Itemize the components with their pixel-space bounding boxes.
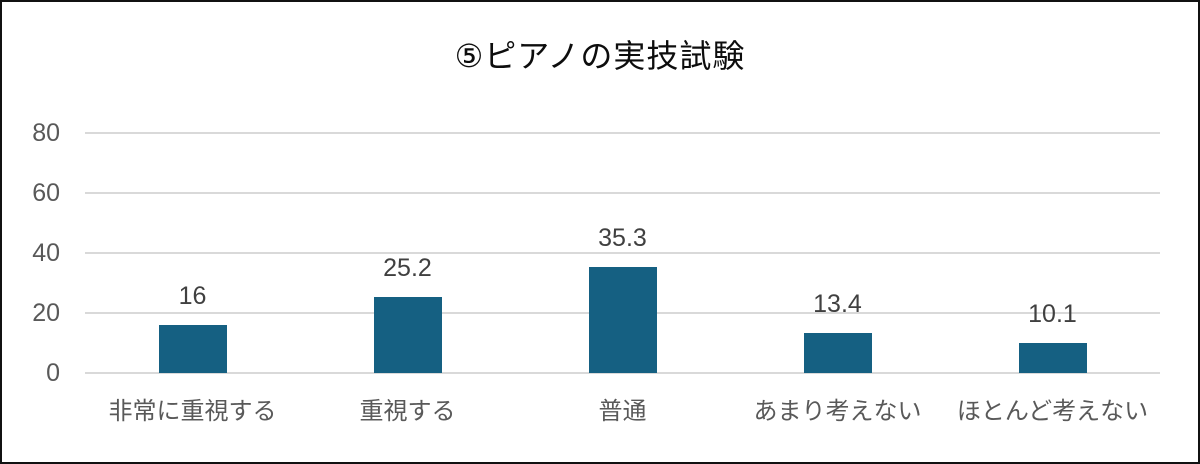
gridline bbox=[85, 192, 1160, 194]
y-axis-tick-label: 40 bbox=[32, 239, 60, 267]
bar bbox=[1018, 342, 1087, 373]
bar bbox=[803, 332, 872, 373]
x-axis-category-label: 普通 bbox=[598, 398, 647, 425]
value-label: 16 bbox=[178, 282, 207, 310]
y-axis-tick-label: 0 bbox=[46, 359, 60, 387]
value-label: 25.2 bbox=[383, 254, 432, 283]
gridline bbox=[85, 252, 1160, 254]
y-axis-tick-label: 20 bbox=[32, 299, 60, 327]
x-axis-category-label: あまり考えない bbox=[753, 398, 922, 425]
value-label: 10.1 bbox=[1028, 299, 1077, 328]
value-label: 35.3 bbox=[598, 224, 647, 253]
bar bbox=[588, 267, 657, 373]
bar bbox=[158, 325, 227, 373]
x-axis-category-label: 非常に重視する bbox=[108, 398, 277, 425]
y-axis-tick-label: 60 bbox=[32, 179, 60, 207]
x-axis-category-label: 重視する bbox=[359, 398, 456, 425]
x-axis-category-label: ほとんど考えない bbox=[956, 398, 1149, 425]
chart-title: ⑤ピアノの実技試験 bbox=[454, 38, 746, 74]
bar bbox=[373, 297, 442, 373]
y-axis-tick-label: 80 bbox=[32, 119, 60, 147]
gridline bbox=[85, 132, 1160, 134]
gridline bbox=[85, 372, 1160, 374]
value-label: 13.4 bbox=[813, 289, 862, 318]
